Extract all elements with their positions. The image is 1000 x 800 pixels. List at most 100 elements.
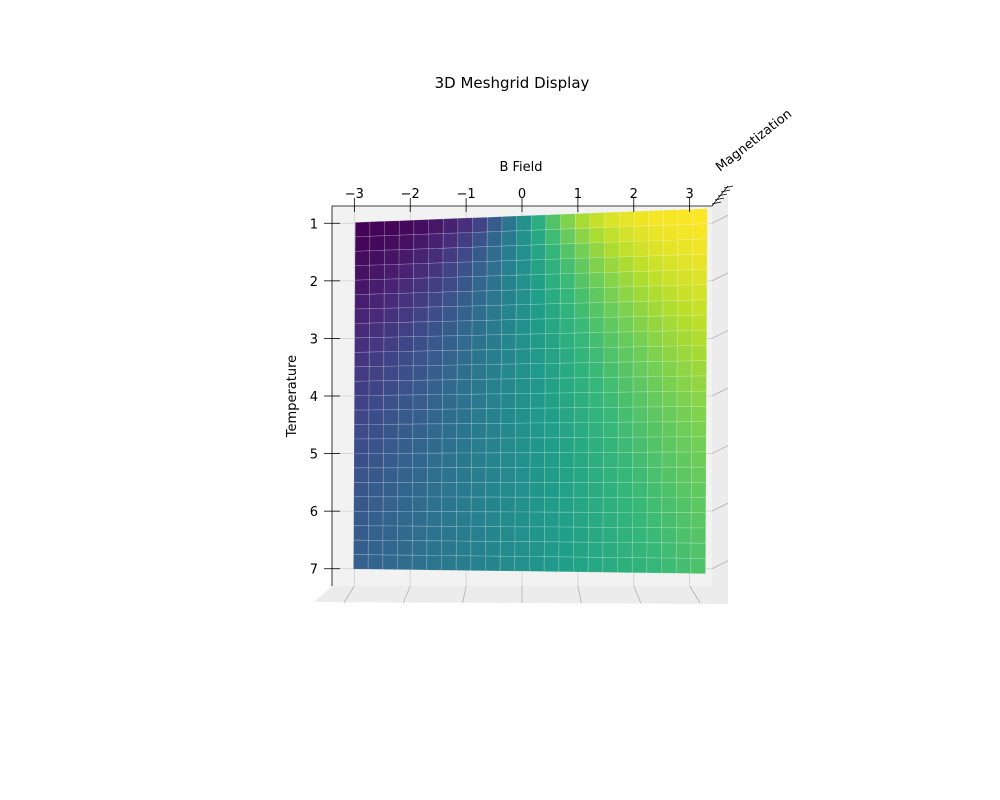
surface-cell	[398, 278, 414, 294]
surface-cell	[661, 542, 677, 559]
y-tick-label: 1	[310, 217, 318, 232]
surface-cell	[383, 307, 400, 324]
surface-cell	[486, 378, 502, 395]
surface-cell	[412, 408, 428, 425]
x-tick-label: −3	[345, 187, 364, 202]
surface-cell	[368, 351, 385, 367]
surface-cell	[558, 482, 575, 498]
surface-cell	[514, 541, 530, 557]
surface-cell	[471, 408, 487, 424]
surface-cell	[514, 452, 531, 468]
surface-cell	[515, 274, 532, 291]
surface-cell	[617, 542, 633, 558]
surface-cell	[662, 360, 678, 377]
surface-cell	[631, 542, 648, 559]
surface-cell	[411, 511, 428, 527]
surface-cell	[427, 364, 443, 381]
z-ticks	[711, 185, 734, 205]
surface-cell	[369, 249, 385, 266]
surface-cell	[676, 466, 692, 483]
surface-cell	[470, 496, 487, 513]
surface-cell	[589, 302, 605, 319]
surface-cell	[573, 526, 589, 543]
surface-cell	[692, 208, 708, 225]
surface-cell	[618, 301, 634, 318]
surface-cell	[603, 406, 619, 423]
surface-cell	[559, 317, 576, 334]
side-gridline	[711, 445, 729, 454]
surface-cell	[384, 249, 400, 266]
surface-cell	[398, 380, 414, 396]
surface-cell	[426, 452, 443, 469]
surface-cell	[530, 244, 547, 261]
side-pane	[712, 196, 728, 604]
surface-cell	[485, 526, 501, 542]
floor-gridline	[462, 585, 467, 604]
surface-cell	[412, 379, 429, 396]
surface-cell	[500, 408, 516, 424]
surface-cell	[485, 393, 502, 410]
surface-cell	[632, 421, 648, 438]
surface-cell	[485, 452, 502, 468]
surface-cell	[603, 271, 620, 288]
surface-cell	[574, 347, 590, 364]
surface-cell	[559, 407, 575, 424]
surface-cell	[647, 436, 663, 453]
surface-cell	[486, 349, 502, 365]
surface-cell	[529, 422, 546, 439]
surface-cell	[529, 452, 546, 468]
surface-cell	[632, 376, 649, 393]
surface-cell	[676, 451, 692, 468]
surface-cell	[690, 497, 707, 514]
surface-cell	[661, 527, 677, 544]
surface-cell	[677, 254, 693, 271]
surface-cell	[544, 347, 561, 364]
surface-cell	[662, 224, 679, 241]
surface-cell	[383, 423, 399, 440]
surface-cell	[427, 306, 444, 323]
surface-cell	[501, 304, 517, 321]
surface-cell	[397, 525, 413, 542]
surface-cell	[515, 407, 531, 424]
surface-cell	[648, 224, 664, 242]
surface-cell	[426, 555, 442, 571]
surface-cell	[441, 394, 458, 410]
surface-cell	[426, 496, 443, 512]
surface-cell	[632, 497, 648, 513]
surface-cell	[514, 496, 531, 513]
surface-cell	[602, 511, 619, 528]
surface-cell	[618, 226, 635, 243]
surface-cell	[470, 482, 487, 498]
surface-cell	[398, 234, 415, 251]
surface-cell	[515, 363, 531, 380]
surface-cell	[501, 260, 517, 277]
surface-cell	[368, 452, 384, 469]
surface-cell	[604, 226, 620, 243]
surface-cell	[514, 467, 531, 483]
surface-cell	[354, 235, 371, 252]
surface-cell	[602, 482, 619, 498]
surface-cell	[514, 511, 531, 528]
surface-cell	[382, 452, 399, 469]
surface-cell	[633, 240, 649, 257]
surface-cell	[677, 208, 694, 226]
surface-cell	[691, 436, 707, 453]
surface-cell	[588, 407, 605, 423]
surface-cell	[383, 351, 399, 367]
surface-cell	[647, 391, 663, 408]
surface-cell	[617, 527, 633, 543]
surface-cell	[397, 423, 414, 440]
floor-pane	[314, 586, 728, 604]
surface-cell	[441, 555, 457, 571]
surface-cell	[427, 408, 443, 425]
surface-cell	[544, 422, 560, 439]
surface-cell	[529, 511, 545, 528]
surface-cell	[661, 451, 678, 468]
surface-cell	[384, 220, 400, 237]
surface-cell	[558, 496, 575, 513]
surface-cell	[647, 345, 663, 363]
surface-cell	[499, 541, 516, 557]
surface-cell	[530, 214, 547, 231]
surface-cell	[455, 555, 472, 571]
surface-cell	[632, 436, 648, 453]
